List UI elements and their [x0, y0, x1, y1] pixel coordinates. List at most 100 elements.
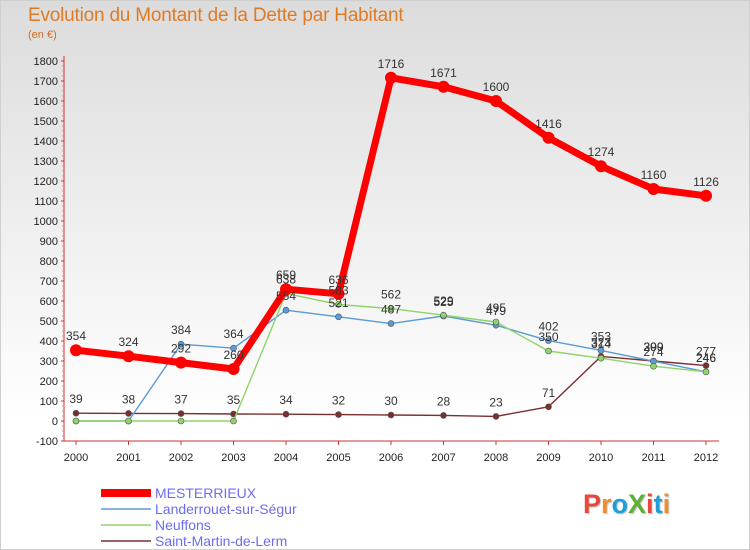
data-point-0-2010 — [595, 160, 607, 173]
data-point-0-2007 — [437, 80, 450, 93]
data-point-3-2000 — [72, 409, 80, 417]
data-label-1-2012: 246 — [696, 351, 716, 365]
y-tick-label-1500: 1500 — [34, 116, 58, 128]
y-tick-label-500: 500 — [40, 316, 58, 328]
data-point-3-2001 — [125, 410, 132, 417]
legend-label-1: Landerrouet-sur-Ségur — [155, 501, 297, 517]
data-label-3-2009: 71 — [542, 386, 556, 400]
data-point-2-2003 — [230, 417, 237, 425]
legend-label-3: Saint-Martin-de-Lerm — [155, 533, 287, 549]
data-label-1-2007: 525 — [433, 295, 453, 309]
data-point-1-2006 — [387, 320, 395, 327]
y-tick-label-1200: 1200 — [34, 176, 58, 188]
data-label-3-2006: 30 — [384, 394, 398, 408]
x-tick-label-2002: 2002 — [169, 452, 193, 464]
y-tick-label-100: 100 — [40, 396, 58, 408]
data-label-2-2008: 495 — [486, 301, 506, 315]
data-label-1-2011: 299 — [643, 340, 663, 354]
data-label-3-2008: 23 — [489, 395, 503, 409]
data-point-2-2007 — [440, 311, 447, 319]
x-tick-label-2005: 2005 — [326, 452, 350, 464]
data-point-3-2005 — [335, 411, 342, 418]
data-label-0-2005: 636 — [328, 273, 348, 287]
data-label-3-2001: 38 — [122, 392, 136, 406]
data-label-0-2007: 1671 — [430, 66, 457, 80]
x-tick-label-2012: 2012 — [694, 452, 718, 464]
data-label-3-2002: 37 — [174, 393, 188, 407]
data-label-0-2009: 1416 — [535, 117, 562, 131]
data-point-3-2004 — [282, 410, 290, 418]
data-label-2-2011: 274 — [643, 345, 663, 359]
y-tick-label-200: 200 — [40, 376, 58, 388]
data-label-0-2002: 292 — [171, 342, 191, 356]
chart-subtitle: (en €) — [28, 29, 57, 41]
data-point-2-2001 — [125, 417, 132, 425]
y-tick-label-1300: 1300 — [34, 156, 58, 168]
data-point-2-2002 — [177, 417, 185, 425]
y-tick-label--100: -100 — [36, 436, 58, 448]
data-label-0-2008: 1600 — [483, 80, 510, 94]
chart-title: Evolution du Montant de la Dette par Hab… — [28, 5, 404, 26]
proxiti-logo: ProXiti — [583, 489, 670, 520]
data-point-2-2009 — [545, 347, 552, 355]
logo-letter: t — [653, 489, 663, 519]
y-tick-label-1000: 1000 — [34, 216, 58, 228]
data-point-1-2004 — [282, 306, 290, 314]
data-label-2-2004: 638 — [276, 272, 296, 286]
data-label-3-2005: 32 — [332, 394, 346, 408]
data-point-3-2007 — [440, 412, 447, 419]
data-label-2-2005: 583 — [328, 283, 348, 297]
data-point-0-2000 — [70, 344, 82, 357]
data-label-1-2010: 353 — [591, 329, 611, 343]
x-tick-label-2000: 2000 — [64, 452, 88, 464]
data-label-0-2012: 1126 — [693, 175, 719, 189]
data-label-2-2012: 246 — [696, 351, 716, 365]
logo-letter: o — [611, 489, 629, 519]
data-label-3-2007: 28 — [437, 394, 451, 408]
data-point-0-2008 — [490, 95, 502, 107]
data-point-0-2001 — [122, 350, 135, 363]
x-tick-label-2011: 2011 — [642, 452, 666, 464]
data-point-0-2009 — [542, 131, 555, 144]
logo-letter: P — [583, 489, 602, 519]
y-tick-label-800: 800 — [40, 256, 58, 268]
data-label-1-2002: 384 — [171, 323, 191, 337]
data-label-1-2006: 487 — [381, 303, 401, 317]
data-label-0-2004: 659 — [276, 268, 296, 282]
data-point-3-2002 — [177, 410, 185, 417]
data-point-2-2000 — [72, 417, 80, 425]
data-point-2-2011 — [650, 362, 657, 370]
x-tick-label-2003: 2003 — [221, 452, 245, 464]
x-tick-label-2009: 2009 — [536, 452, 560, 464]
data-point-1-2005 — [335, 313, 342, 321]
x-tick-label-2004: 2004 — [274, 452, 298, 464]
data-point-0-2003 — [227, 363, 240, 375]
data-point-0-2002 — [175, 356, 187, 369]
data-point-3-2008 — [492, 413, 500, 420]
y-tick-label-1100: 1100 — [34, 196, 58, 208]
data-label-0-2003: 260 — [223, 348, 243, 362]
x-tick-label-2006: 2006 — [379, 452, 403, 464]
legend-label-0: MESTERRIEUX — [155, 485, 257, 501]
data-point-1-2009 — [545, 337, 552, 344]
data-label-2-2009: 350 — [538, 330, 558, 344]
data-label-3-2003: 35 — [227, 393, 241, 407]
data-label-2-2010: 314 — [591, 337, 611, 351]
data-point-0-2012 — [700, 189, 712, 202]
data-point-0-2011 — [647, 183, 660, 195]
logo-letter: X — [628, 489, 647, 519]
logo-letter: r — [601, 489, 612, 519]
data-point-3-2009 — [545, 403, 552, 411]
data-label-0-2011: 1160 — [641, 168, 667, 182]
data-point-1-2010 — [597, 347, 605, 354]
data-point-0-2006 — [385, 71, 397, 84]
data-label-3-2000: 39 — [69, 392, 83, 406]
data-point-1-2003 — [230, 344, 237, 352]
y-tick-label-1800: 1800 — [34, 56, 58, 68]
data-label-0-2006: 1716 — [378, 57, 405, 71]
data-label-1-2008: 479 — [486, 304, 506, 318]
data-label-0-2001: 324 — [118, 335, 138, 349]
y-tick-label-600: 600 — [40, 296, 58, 308]
